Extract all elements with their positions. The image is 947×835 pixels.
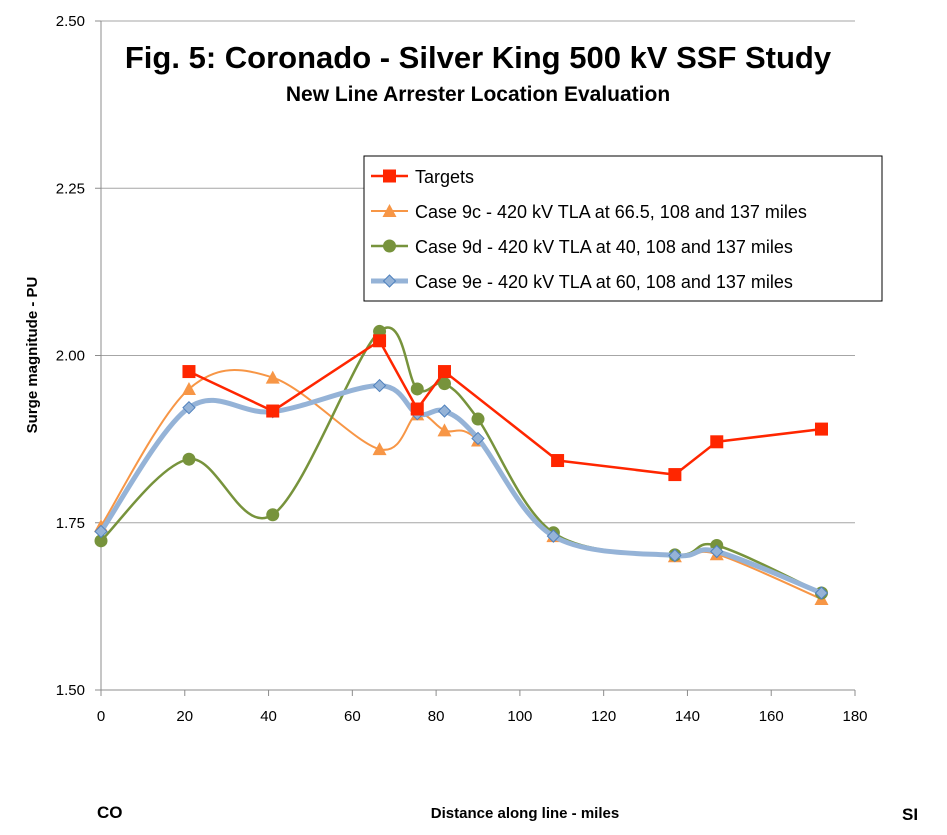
- series-layer: [94, 324, 829, 606]
- data-point-diamond: [814, 586, 829, 600]
- legend-box: [363, 155, 883, 302]
- x-tick-label: 40: [260, 708, 277, 725]
- y-tick-label: 2.00: [56, 348, 85, 365]
- x-right-end-label: SI: [902, 805, 918, 824]
- x-left-end-label: CO: [97, 803, 123, 822]
- data-point-square: [814, 422, 828, 436]
- data-point-square: [710, 435, 724, 449]
- legend-marker-triangle: [382, 204, 397, 217]
- y-tick-label: 1.50: [56, 682, 85, 699]
- legend-item: Case 9d - 420 kV TLA at 40, 108 and 137 …: [371, 237, 793, 257]
- data-point-diamond: [471, 431, 485, 446]
- x-tick-label: 80: [428, 708, 445, 725]
- x-tick-label: 20: [176, 708, 193, 725]
- legend-label: Case 9c - 420 kV TLA at 66.5, 108 and 13…: [415, 202, 807, 222]
- data-point-triangle: [437, 423, 452, 437]
- data-point-diamond: [182, 400, 196, 415]
- data-point-triangle: [372, 442, 387, 456]
- data-point-circle: [410, 382, 424, 396]
- data-point-square: [182, 365, 196, 379]
- x-tick-label: 100: [507, 708, 532, 725]
- data-point-square: [668, 468, 682, 482]
- data-point-square: [410, 402, 424, 416]
- axes: 1.50 1.75 2.00 2.25 2.50 0 20 40 60 80 100 120 140 16…: [56, 13, 868, 725]
- data-point-square: [373, 334, 387, 348]
- x-tick-label: 160: [759, 708, 784, 725]
- x-tick-label: 180: [842, 708, 867, 725]
- data-point-diamond: [437, 404, 452, 418]
- y-tick-label: 1.75: [56, 515, 85, 532]
- x-tick-label: 120: [591, 708, 616, 725]
- series-diamond: [94, 378, 829, 600]
- legend-label: Case 9e - 420 kV TLA at 60, 108 and 137 …: [415, 272, 793, 292]
- legend-marker-circle: [383, 239, 396, 253]
- legend: Targets Case 9c - 420 kV TLA at 66.5, 108…: [363, 155, 883, 302]
- data-point-square: [437, 365, 451, 379]
- legend-marker-square: [383, 169, 396, 183]
- data-point-circle: [437, 377, 451, 391]
- data-point-circle: [94, 534, 108, 548]
- legend-label: Targets: [415, 167, 474, 187]
- legend-label: Case 9d - 420 kV TLA at 40, 108 and 137 …: [415, 237, 793, 257]
- data-point-diamond: [94, 524, 108, 539]
- y-tick-label: 2.25: [56, 180, 85, 197]
- data-point-diamond: [710, 544, 724, 559]
- y-tick-label: 2.50: [56, 13, 85, 30]
- chart-subtitle: New Line Arrester Location Evaluation: [286, 83, 670, 106]
- y-axis-label: Surge magnitude - PU: [24, 277, 41, 434]
- legend-marker-diamond: [382, 274, 397, 288]
- data-point-diamond: [546, 529, 561, 543]
- legend-item: Case 9e - 420 kV TLA at 60, 108 and 137 …: [371, 272, 793, 292]
- legend-item: Targets: [371, 167, 474, 187]
- x-tick-label: 60: [344, 708, 361, 725]
- x-axis-label: Distance along line - miles: [431, 805, 619, 822]
- data-point-triangle: [265, 370, 280, 384]
- x-tick-label: 140: [675, 708, 700, 725]
- legend-item: Case 9c - 420 kV TLA at 66.5, 108 and 13…: [371, 202, 807, 222]
- data-point-diamond: [668, 548, 682, 563]
- data-point-circle: [266, 508, 280, 522]
- data-point-square: [551, 454, 565, 468]
- data-point-circle: [471, 412, 485, 426]
- series-square: [182, 334, 828, 482]
- data-point-diamond: [372, 378, 387, 393]
- data-point-triangle: [181, 381, 196, 395]
- chart-title: Fig. 5: Coronado - Silver King 500 kV SS…: [125, 40, 832, 75]
- x-tick-label: 0: [97, 708, 105, 725]
- data-point-square: [266, 404, 280, 418]
- data-point-circle: [182, 452, 196, 466]
